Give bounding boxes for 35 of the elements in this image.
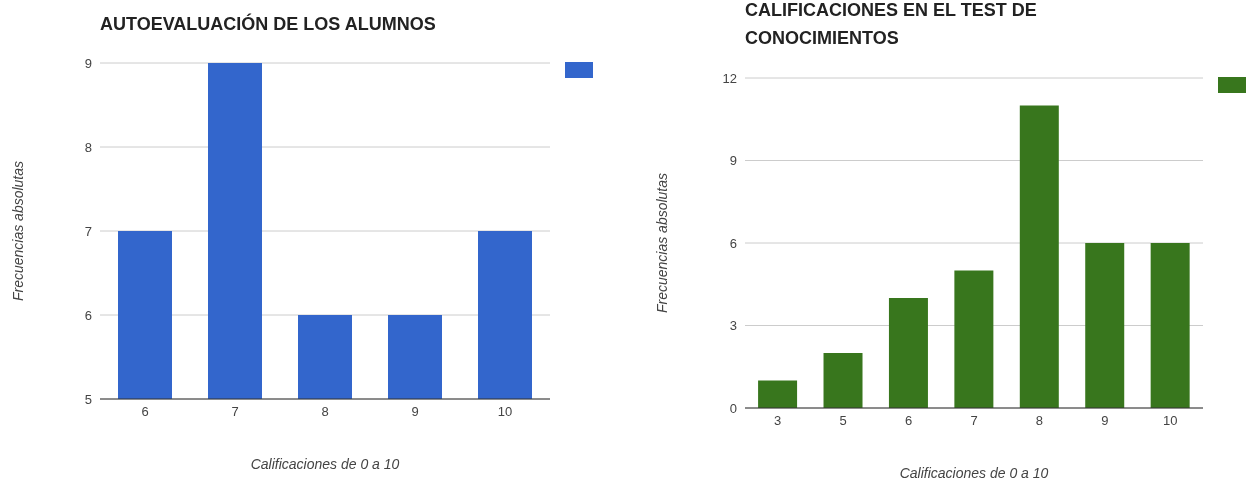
- bar: [1019, 105, 1059, 408]
- x-tick-label: 8: [1035, 413, 1044, 429]
- y-tick-label: 3: [729, 318, 737, 334]
- x-tick-label: 3: [774, 413, 782, 429]
- bar: [758, 380, 798, 408]
- x-tick-label: 9: [1101, 413, 1109, 429]
- x-tick-label: 7: [231, 404, 239, 420]
- y-axis-title: Frecuencias absolutas: [654, 172, 670, 314]
- x-tick-label: 10: [497, 404, 513, 420]
- x-axis-title: Calificaciones de 0 a 10: [250, 456, 400, 472]
- y-axis-title: Frecuencias absolutas: [10, 160, 26, 302]
- x-tick-label: 10: [1163, 413, 1178, 429]
- bar: [1150, 243, 1190, 408]
- y-tick-label: 12: [722, 70, 737, 86]
- x-tick-label: 5: [839, 413, 847, 429]
- chart-title: AUTOEVALUACIÓN DE LOS ALUMNOS: [100, 12, 437, 36]
- y-tick-label: 6: [729, 235, 737, 251]
- x-tick-label: 6: [904, 413, 913, 429]
- bar: [954, 270, 994, 408]
- bar: [823, 353, 863, 408]
- y-tick-label: 7: [84, 223, 92, 239]
- y-tick-label: 0: [729, 400, 737, 416]
- bar: [888, 298, 928, 408]
- y-tick-label: 9: [84, 55, 92, 71]
- y-tick-label: 5: [84, 391, 92, 407]
- chart-title: CALIFICACIONES EN EL TEST DE CONOCIMIENTOS: [745, 0, 1038, 50]
- y-tick-label: 6: [84, 307, 92, 323]
- y-tick-label: 8: [84, 139, 92, 155]
- bar: [1085, 243, 1125, 408]
- x-tick-label: 6: [141, 404, 149, 420]
- y-tick-label: 9: [729, 153, 737, 169]
- x-axis-title: Calificaciones de 0 a 10: [899, 465, 1049, 481]
- x-tick-label: 9: [411, 404, 419, 420]
- x-tick-label: 8: [321, 404, 329, 420]
- x-tick-label: 7: [970, 413, 978, 429]
